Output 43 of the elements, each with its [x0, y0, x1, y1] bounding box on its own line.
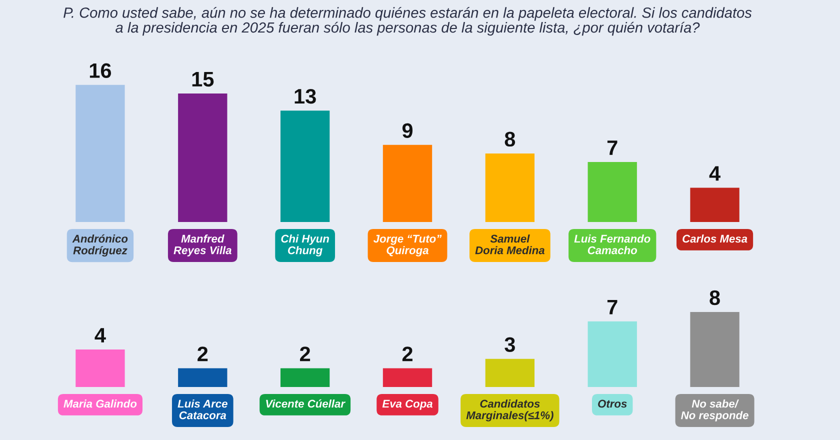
- bar: [280, 368, 330, 387]
- chart-title: P. Como usted sabe, aún no se ha determinado quiénes estarán en la papeleta electoral. Si los candidatos a la presidencia en 2025 fueran sólo las personas de la siguiente lista, ¿por quién votaría?: [64, 6, 752, 36]
- data-label: 2: [198, 346, 208, 362]
- bar: [76, 350, 125, 387]
- data-label: 13: [294, 88, 316, 104]
- bar: [485, 358, 535, 387]
- x-tick-label: Andrónico Rodríguez: [72, 234, 128, 257]
- bar: [485, 153, 535, 222]
- data-label: 9: [402, 123, 413, 138]
- data-label: 4: [709, 166, 720, 181]
- bar: [690, 312, 740, 387]
- x-tick-label: Maria Galindo: [64, 400, 137, 408]
- bar: [178, 93, 228, 222]
- x-tick-label: No sabe/ No responde: [681, 400, 748, 422]
- data-label: 7: [607, 300, 618, 314]
- x-tick-label: Candidatos Marginales(≤1%): [466, 400, 554, 422]
- data-label: 3: [504, 337, 515, 352]
- bar: [76, 84, 125, 222]
- data-label: 4: [94, 328, 106, 342]
- bar: [588, 162, 637, 222]
- x-tick-label: Samuel Doria Medina: [475, 234, 544, 254]
- data-label: 8: [710, 290, 720, 306]
- x-tick-label: Vicente Cúellar: [266, 399, 346, 408]
- data-label: 7: [607, 140, 618, 155]
- bar: [382, 144, 432, 222]
- data-label: 8: [504, 132, 516, 147]
- data-label: 2: [402, 346, 412, 362]
- x-tick-label: Manfred Reyes Villa: [174, 234, 232, 256]
- bar: [382, 368, 432, 387]
- x-tick-label: Luis Fernando Camacho: [574, 234, 650, 254]
- x-tick-label: Carlos Mesa: [682, 234, 748, 243]
- x-tick-label: Chi Hyun Chung: [281, 234, 329, 256]
- bar: [690, 188, 740, 222]
- x-tick-label: Eva Copa: [382, 400, 432, 410]
- x-tick-label: Luis Arce Catacora: [178, 400, 228, 420]
- bar: [178, 368, 228, 387]
- data-label: 16: [90, 63, 112, 78]
- bar: [588, 321, 637, 387]
- x-tick-label: Jorge “Tuto” Quiroga: [373, 234, 442, 256]
- data-label: 2: [300, 346, 310, 362]
- data-label: 15: [192, 72, 214, 87]
- x-tick-label: Otros: [598, 400, 627, 408]
- bar: [280, 110, 330, 222]
